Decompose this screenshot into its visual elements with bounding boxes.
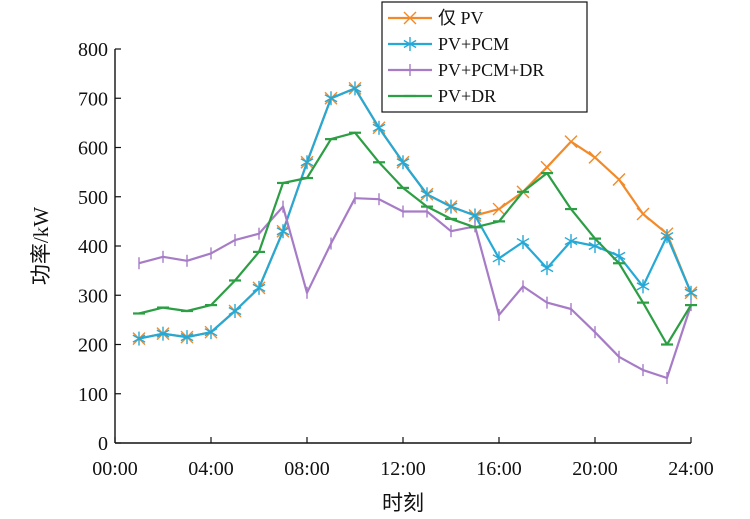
- data-point: [396, 155, 410, 170]
- data-point: [612, 173, 626, 187]
- series-1: [132, 81, 698, 346]
- data-point: [516, 235, 530, 250]
- x-tick-label: 12:00: [380, 458, 426, 480]
- data-point: [300, 155, 314, 170]
- y-tick-label: 300: [78, 285, 108, 307]
- legend-box: [381, 1, 588, 113]
- data-point: [636, 279, 650, 294]
- y-tick-label: 100: [78, 384, 108, 406]
- series-line: [138, 131, 692, 346]
- data-point: [252, 280, 266, 295]
- series-line: [138, 87, 693, 340]
- y-axis: 0 100 200 300 400 500 600 700 800: [78, 39, 121, 455]
- data-point: [204, 325, 218, 340]
- data-point: [564, 234, 578, 249]
- data-point: [540, 261, 554, 276]
- legend-marker: [403, 37, 417, 51]
- data-point: [492, 202, 506, 216]
- data-point: [684, 285, 698, 300]
- data-point: [636, 207, 650, 221]
- x-tick-label: 08:00: [284, 458, 330, 480]
- series-0: [132, 81, 698, 346]
- y-tick-label: 0: [98, 433, 108, 455]
- series-3: [133, 131, 697, 346]
- x-tick-label: 00:00: [92, 458, 138, 480]
- legend-item: PV+PCM+DR: [388, 60, 544, 80]
- data-point: [564, 135, 578, 149]
- x-axis: 00:00 04:00 08:00 12:00 16:00 20:00 24:00: [92, 437, 714, 480]
- data-point: [372, 120, 386, 135]
- data-point: [276, 224, 290, 239]
- data-point: [660, 229, 674, 244]
- data-point: [588, 150, 602, 164]
- data-point: [180, 330, 194, 345]
- data-point: [348, 81, 362, 96]
- data-point: [492, 251, 506, 266]
- x-tick-label: 16:00: [476, 458, 522, 480]
- data-point: [540, 160, 554, 174]
- x-axis-title: 时刻: [382, 491, 424, 515]
- series-layer: [132, 81, 698, 384]
- legend-label: PV+PCM+DR: [438, 60, 544, 80]
- legend-item: 仅 PV: [388, 8, 484, 28]
- legend: 仅 PV PV+PCM PV+PCM+DR PV+DR: [381, 1, 588, 113]
- y-tick-label: 500: [78, 187, 108, 209]
- data-point: [132, 331, 146, 346]
- legend-marker: [403, 11, 417, 25]
- y-tick-label: 200: [78, 335, 108, 357]
- x-tick-label: 24:00: [668, 458, 714, 480]
- data-point: [420, 187, 434, 202]
- data-point: [156, 326, 170, 341]
- x-tick-label: 04:00: [188, 458, 234, 480]
- legend-label: PV+PCM: [438, 34, 509, 54]
- series-line: [138, 197, 693, 380]
- y-tick-label: 600: [78, 138, 108, 160]
- data-point: [468, 208, 482, 223]
- data-point: [324, 91, 338, 106]
- legend-label: PV+DR: [438, 86, 496, 106]
- legend-item: PV+PCM: [388, 34, 509, 54]
- data-point: [228, 304, 242, 319]
- series-2: [138, 192, 693, 384]
- series-line: [138, 87, 693, 340]
- data-point: [444, 199, 458, 214]
- y-tick-label: 700: [78, 88, 108, 110]
- y-axis-title: 功率/kW: [29, 207, 53, 285]
- y-tick-label: 400: [78, 236, 108, 258]
- legend-item: PV+DR: [388, 86, 496, 106]
- y-tick-label: 800: [78, 39, 108, 61]
- legend-label: 仅 PV: [438, 8, 484, 28]
- x-tick-label: 20:00: [572, 458, 618, 480]
